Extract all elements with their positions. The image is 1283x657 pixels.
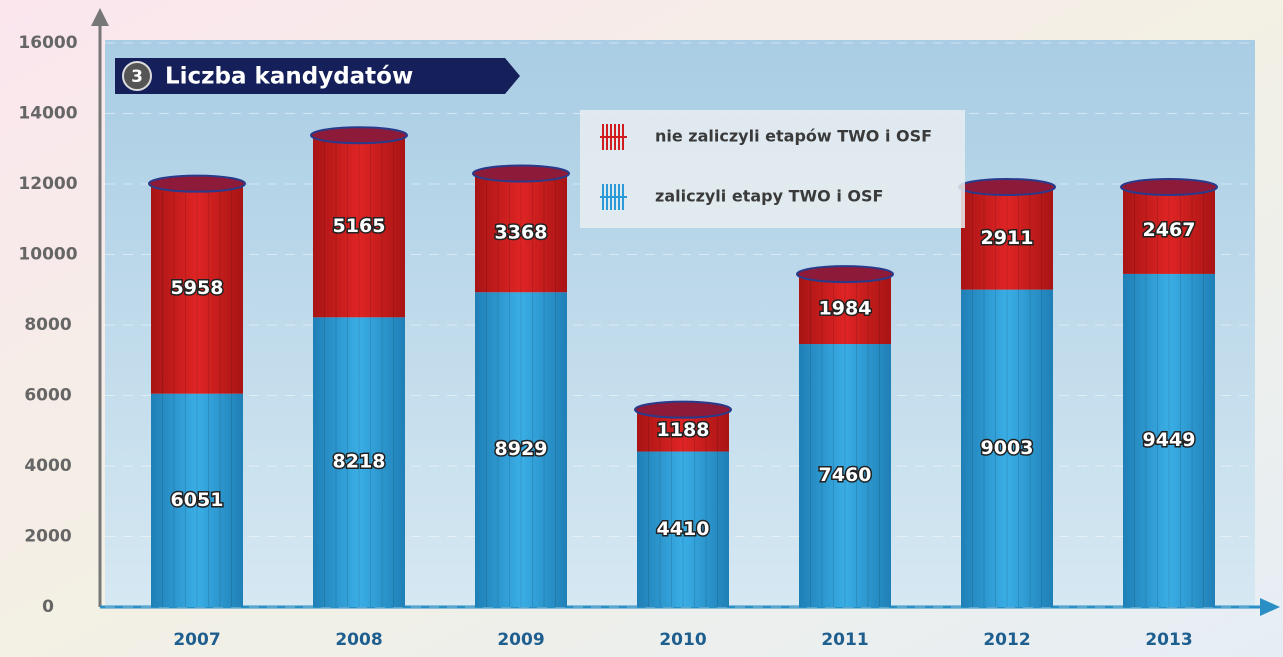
y-tick-label: 4000 [24, 456, 71, 476]
value-label: 5165 [333, 215, 386, 237]
chart: 6051 5958 8218 5165 8929 3368 4410 1188 7460 1984… [0, 0, 1283, 657]
y-tick-label: 12000 [18, 174, 77, 194]
title-number: 3 [131, 67, 143, 87]
value-label: 1188 [657, 419, 710, 441]
legend-label: nie zaliczyli etapów TWO i OSF [655, 127, 932, 146]
x-tick-label: 2013 [1145, 630, 1192, 650]
y-tick-label: 14000 [18, 104, 77, 124]
value-label: 2911 [981, 227, 1034, 249]
y-tick-label: 10000 [18, 245, 77, 265]
x-tick-label: 2011 [821, 630, 868, 650]
x-tick-label: 2008 [335, 630, 382, 650]
bar-cap [473, 166, 569, 182]
y-tick-label: 8000 [24, 315, 71, 335]
x-tick-label: 2009 [497, 630, 544, 650]
value-label: 1984 [819, 298, 872, 320]
value-label: 6051 [171, 489, 224, 511]
bar-cap [149, 176, 245, 192]
value-label: 2467 [1143, 219, 1196, 241]
legend-label: zaliczyli etapy TWO i OSF [655, 187, 883, 206]
value-label: 8218 [333, 451, 386, 473]
x-tick-label: 2010 [659, 630, 706, 650]
y-tick-label: 16000 [18, 33, 77, 53]
value-label: 9449 [1143, 429, 1196, 451]
y-tick-label: 0 [42, 597, 54, 617]
chart-title: Liczba kandydatów [165, 64, 413, 90]
value-label: 3368 [495, 221, 548, 243]
bar-cap [797, 266, 893, 282]
value-label: 5958 [171, 277, 224, 299]
y-tick-label: 2000 [24, 527, 71, 547]
bar-cap [311, 127, 407, 143]
value-label: 4410 [657, 518, 710, 540]
x-tick-label: 2012 [983, 630, 1030, 650]
y-tick-label: 6000 [24, 386, 71, 406]
value-label: 7460 [819, 464, 872, 486]
bar-cap [1121, 179, 1217, 195]
bar-cap [959, 179, 1055, 195]
x-tick-label: 2007 [173, 630, 220, 650]
bar-cap [635, 402, 731, 418]
value-label: 8929 [495, 438, 548, 460]
value-label: 9003 [981, 437, 1034, 459]
